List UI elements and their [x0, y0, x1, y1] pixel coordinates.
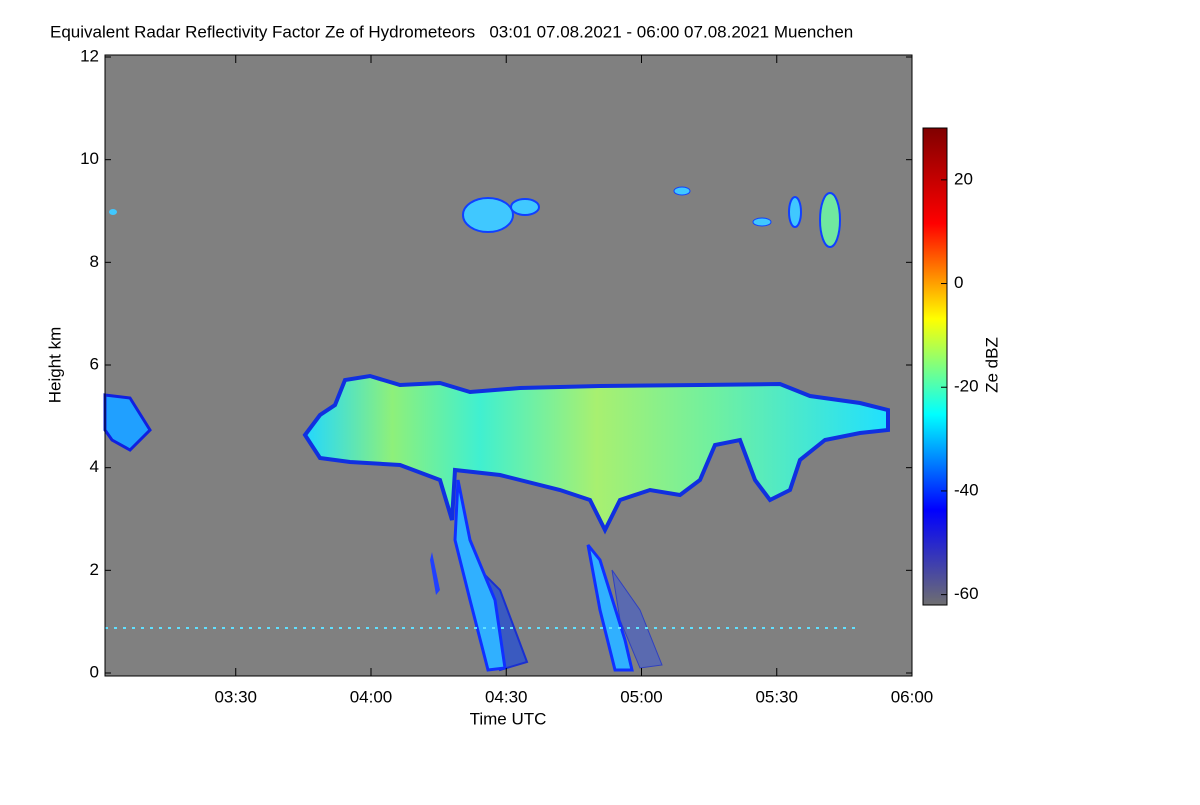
plot-area [105, 55, 912, 676]
echo-cirrus [109, 209, 117, 215]
echo-cirrus [752, 217, 772, 227]
y-tick-label: 10 [80, 149, 99, 168]
colorbar-tick-label: -20 [954, 377, 979, 396]
echo-cirrus [788, 196, 802, 228]
x-tick-label: 04:00 [350, 687, 393, 706]
echo-fall [586, 544, 634, 672]
colorbar-label: Ze dBZ [982, 337, 1001, 393]
echo-fall [453, 479, 507, 672]
y-tick-label: 4 [90, 457, 99, 476]
echo-cirrus [510, 198, 540, 216]
echo-cirrus [673, 186, 691, 196]
x-tick-label: 03:30 [214, 687, 257, 706]
colorbar-tick-label: -40 [954, 480, 979, 499]
echo-layer [302, 373, 890, 535]
y-tick-label: 8 [90, 252, 99, 271]
colorbar-tick-label: 20 [954, 169, 973, 188]
chart-title: Equivalent Radar Reflectivity Factor Ze … [50, 22, 853, 41]
colorbar-tick-label: -60 [954, 584, 979, 603]
echo-cirrus [462, 197, 514, 233]
x-tick-label: 06:00 [891, 687, 934, 706]
radar-echoes [103, 186, 890, 672]
y-tick-label: 6 [90, 354, 99, 373]
y-tick-label: 2 [90, 560, 99, 579]
y-axis-label: Height km [45, 327, 64, 404]
colorbar [922, 127, 948, 606]
colorbar-tick-label: 0 [954, 273, 963, 292]
x-tick-label: 05:00 [620, 687, 663, 706]
echo-cirrus [819, 192, 841, 248]
echo-fall [611, 569, 663, 669]
y-tick-label: 12 [80, 46, 99, 65]
x-axis-label: Time UTC [470, 709, 547, 728]
x-tick-label: 05:30 [755, 687, 798, 706]
y-tick-label: 0 [90, 662, 99, 681]
x-tick-label: 04:30 [485, 687, 528, 706]
echo-fall [430, 552, 440, 595]
